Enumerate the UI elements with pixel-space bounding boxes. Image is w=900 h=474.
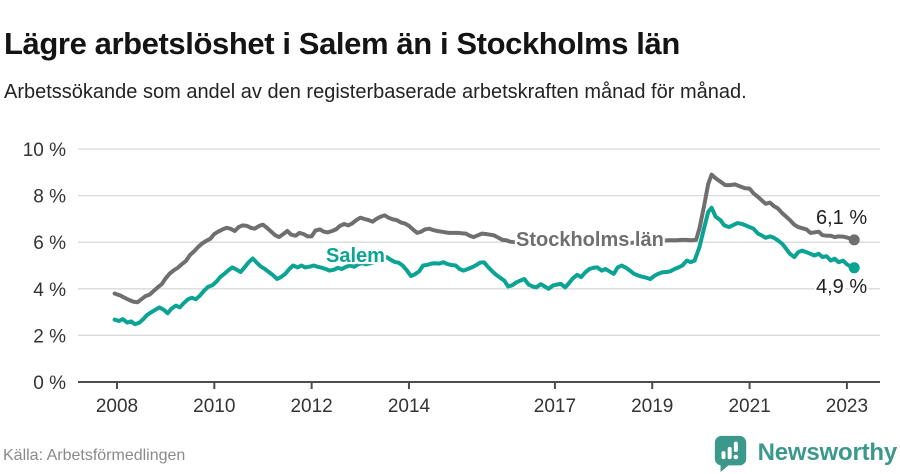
series-line-stockholms-l-n (112, 172, 857, 305)
end-value-label-salem: 4,9 % (816, 276, 868, 298)
newsworthy-bubble-chart-icon (714, 435, 746, 472)
end-value-label-stockholm: 6,1 % (816, 207, 868, 229)
y-axis-tick-label: 2 % (33, 326, 66, 347)
y-axis-tick-label: 8 % (33, 187, 66, 208)
x-axis-tick-label: 2019 (631, 396, 673, 417)
series-end-dot-salem (848, 262, 860, 274)
y-axis-tick-label: 4 % (33, 280, 66, 301)
y-axis-tick-label: 0 % (33, 373, 66, 394)
page-title: Lägre arbetslöshet i Salem än i Stockhol… (4, 25, 680, 61)
x-axis-tick-label: 2023 (826, 396, 868, 417)
x-axis-tick-label: 2008 (96, 396, 138, 417)
series-label-stockholm: Stockholms län (516, 229, 664, 251)
source-attribution: Källa: Arbetsförmedlingen (3, 447, 186, 464)
x-axis-tick-label: 2017 (534, 396, 576, 417)
x-axis-tick-label: 2010 (193, 396, 235, 417)
chart-subtitle: Arbetssökande som andel av den registerb… (4, 81, 747, 103)
newsworthy-logo[interactable]: Newsworthy (712, 433, 897, 473)
y-axis-tick-label: 10 % (23, 140, 66, 161)
series-label-salem: Salem (326, 245, 385, 267)
y-axis-tick-label: 6 % (33, 233, 66, 254)
x-axis-tick-label: 2012 (290, 396, 332, 417)
brand-name: Newsworthy (757, 439, 898, 466)
x-axis-tick-label: 2021 (728, 396, 770, 417)
line-chart: 0 % 2 % 4 % 6 % 8 % 10 % 2008 2010 2012 2014 2017 2… (23, 140, 880, 417)
x-axis-tick-label: 2014 (388, 396, 431, 417)
series-end-dot-stockholms-l-n (848, 234, 860, 246)
series-line-salem (112, 205, 857, 327)
